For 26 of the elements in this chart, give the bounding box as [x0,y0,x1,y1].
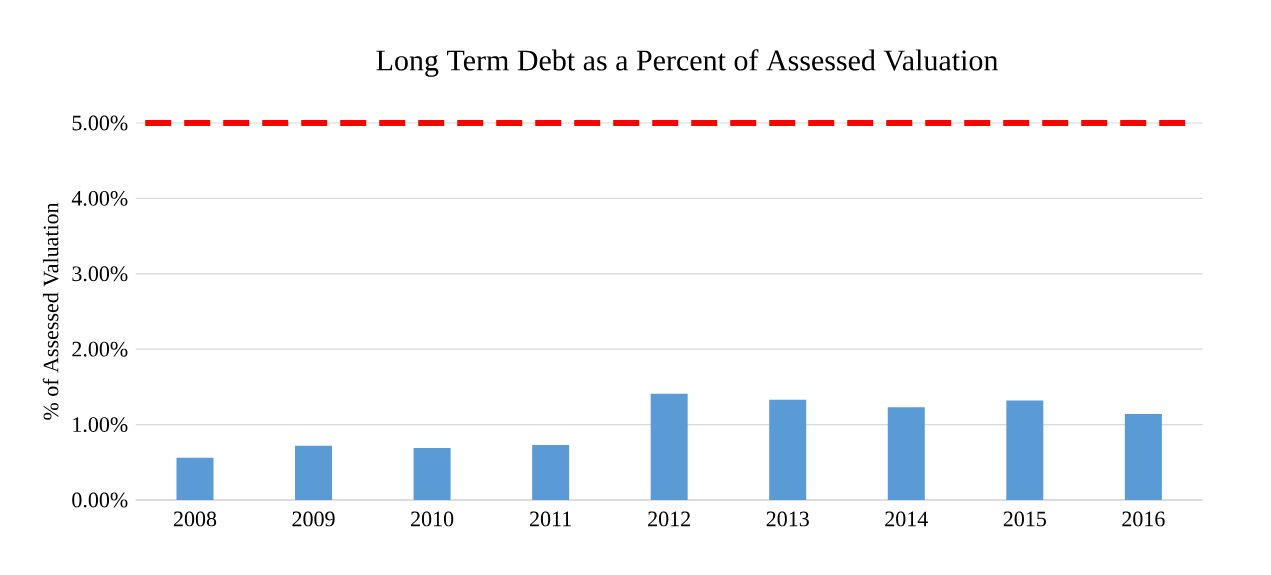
chart-title: Long Term Debt as a Percent of Assessed Valuation [376,49,998,77]
y-axis-title: % of Assessed Valuation [42,202,59,420]
x-tick-label: 2013 [766,511,809,527]
bar [532,444,570,500]
bar [887,407,925,500]
y-tick-label: 4.00% [71,190,128,206]
x-tick-label: 2014 [885,511,928,527]
x-tick-label: 2010 [411,511,454,527]
x-tick-label: 2011 [530,511,571,527]
bar [769,399,807,500]
bar [413,447,451,500]
bar [1006,400,1044,500]
y-tick-label: 0.00% [72,492,128,508]
bar [1124,414,1162,500]
y-tick-label: 1.00% [73,417,128,433]
x-tick-label: 2008 [173,511,217,527]
bar [650,393,688,500]
bar [176,457,214,500]
x-tick-label: 2016 [1122,511,1165,527]
y-tick-label: 3.00% [72,266,128,282]
x-tick-label: 2009 [292,511,335,527]
x-tick-label: 2015 [1003,511,1046,527]
y-tick-label: 5.00% [72,115,128,131]
bar [295,445,333,500]
x-tick-label: 2012 [648,511,690,527]
y-tick-label: 2.00% [72,341,128,357]
